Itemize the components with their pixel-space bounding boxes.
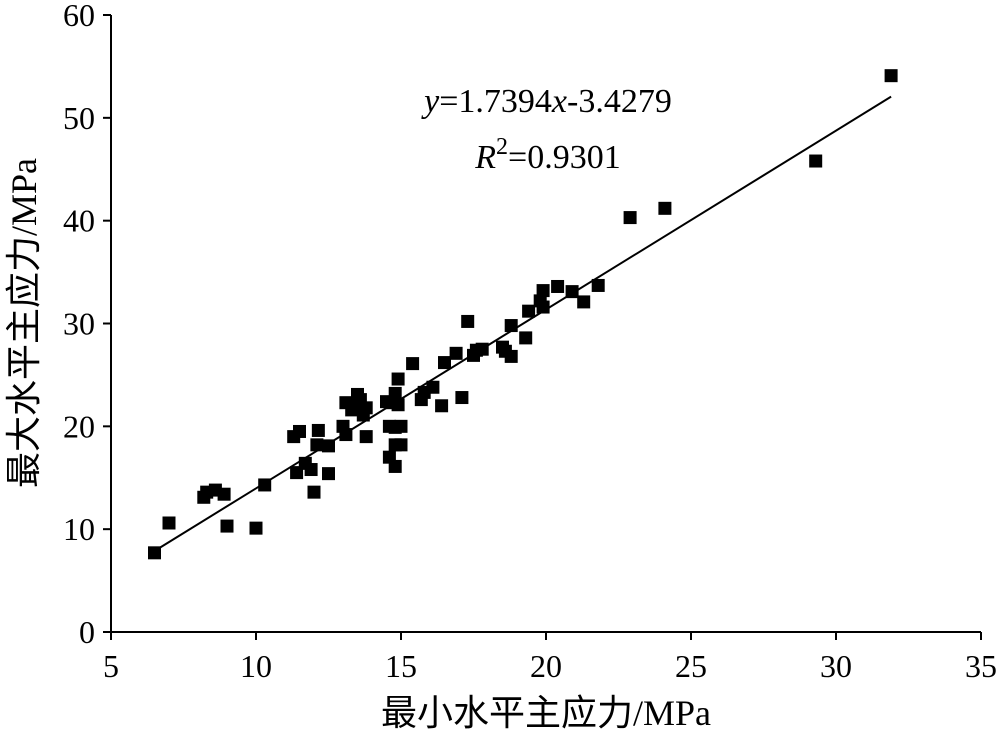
trendline [153,95,892,552]
y-tick-label: 50 [63,100,95,136]
data-point [536,284,550,298]
data-point [449,346,463,360]
data-point [623,211,637,225]
y-tick-label: 40 [63,203,95,239]
y-ticks: 0 10 20 30 40 50 60 [63,0,111,650]
data-point [322,467,335,481]
equation-intercept: -3.4279 [567,83,672,120]
data-point [394,438,408,452]
data-point [162,516,176,530]
data-point [388,386,402,400]
y-tick-label: 60 [63,0,95,33]
regression-equation: y=1.7394x-3.4279 [421,83,672,120]
data-point [504,349,518,363]
data-point [658,201,672,215]
x-tick-label: 15 [385,648,417,684]
data-point [551,279,565,293]
data-point [391,372,405,386]
y-tick-label: 10 [63,511,95,547]
data-point [307,485,321,499]
data-point [426,380,440,394]
r-squared-var: R [474,139,496,176]
data-point [391,398,405,412]
x-tick-label: 20 [530,648,562,684]
data-point [522,304,536,318]
data-points [148,69,898,560]
data-point [461,314,475,328]
data-point [519,331,533,345]
data-point [388,459,402,473]
x-tick-label: 25 [675,648,707,684]
r-squared-value: =0.9301 [508,139,621,176]
x-tick-label: 10 [240,648,272,684]
x-tick-label: 5 [103,648,119,684]
r-squared: R2=0.9301 [474,134,620,176]
data-point [438,356,451,370]
x-tick-label: 35 [965,648,997,684]
data-point [217,487,231,501]
equation-coef: =1.7394 [439,83,552,120]
x-axis-title: 最小水平主应力/MPa [381,693,711,733]
data-point [311,423,325,437]
y-axis-title: 最大水平主应力/MPa [4,158,44,488]
data-point [249,521,263,535]
data-point [310,438,324,452]
data-point [406,357,420,371]
data-point [304,463,318,477]
data-point [884,69,898,83]
data-point [293,424,306,438]
data-point [394,419,408,433]
data-point [809,154,823,168]
r-squared-exponent: 2 [496,134,508,160]
x-ticks: 5 10 15 20 25 30 35 [103,632,997,684]
data-point [359,430,373,444]
data-point [359,401,373,415]
x-tick-label: 30 [820,648,852,684]
y-tick-label: 30 [63,306,95,342]
data-point [435,399,449,413]
equation-x-var: x [551,83,567,120]
data-point [455,391,469,405]
data-point [220,519,234,533]
y-tick-label: 0 [79,614,95,650]
y-tick-label: 20 [63,408,95,444]
data-point [577,295,591,309]
equation-y-var: y [421,83,440,120]
data-point [591,278,605,292]
